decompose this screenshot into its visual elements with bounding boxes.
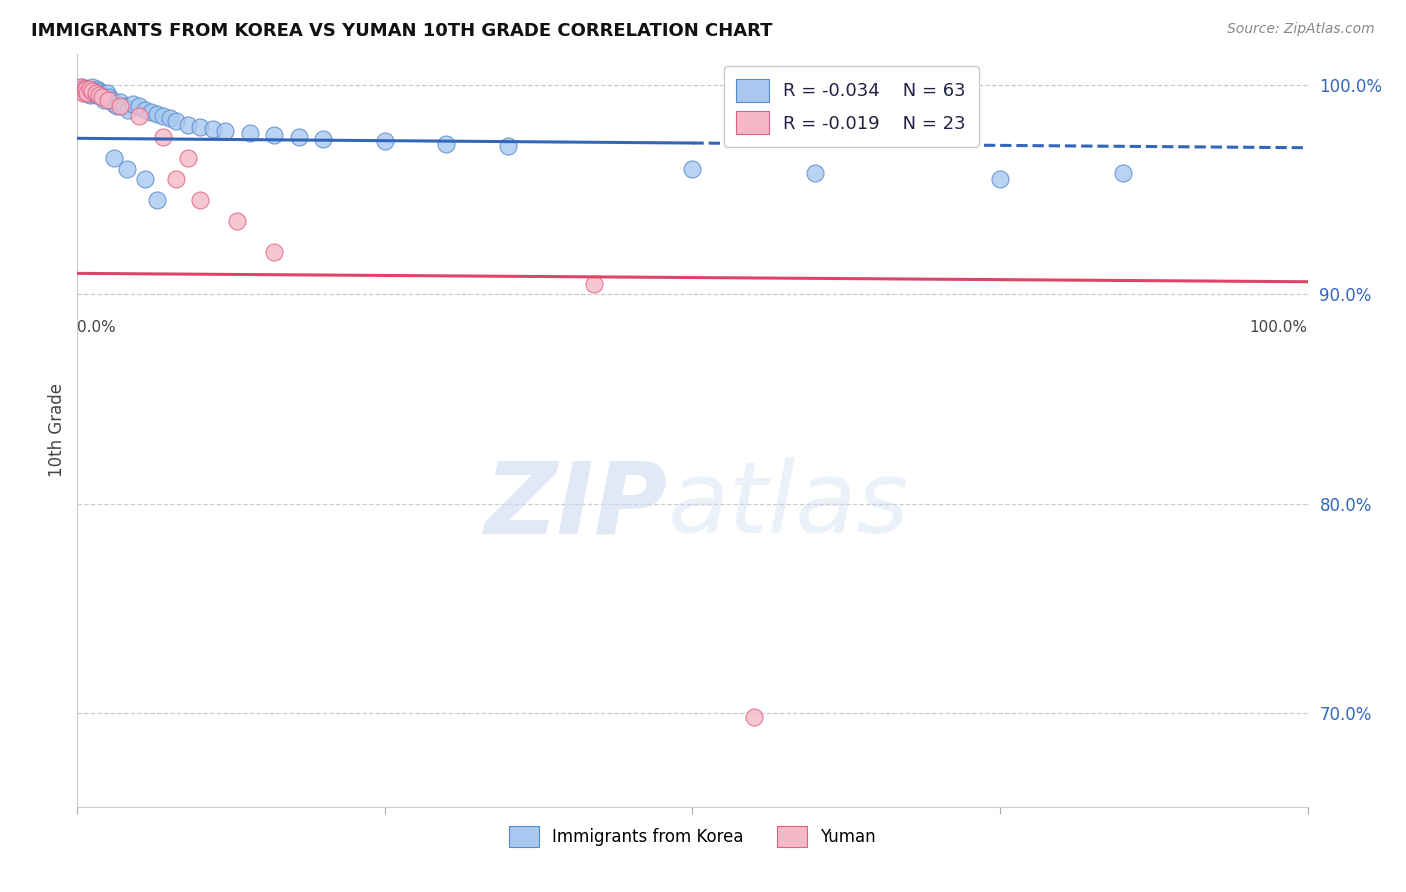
Point [117,103,139,117]
Point [89,88,111,103]
Point [128,109,150,123]
Point [496,138,519,153]
Point [263,245,285,260]
Point [89,87,111,101]
Point [226,214,249,228]
Point [374,135,396,149]
Point [312,132,335,146]
Point [72,84,94,98]
Point [121,96,143,111]
Point [134,103,156,117]
Point [76,87,98,101]
Point [134,172,156,186]
Point [128,99,150,113]
Point [110,95,132,109]
Legend: Immigrants from Korea, Yuman: Immigrants from Korea, Yuman [501,817,884,855]
Point [159,112,181,126]
Point [79,87,101,101]
Point [742,710,765,724]
Point [83,84,105,98]
Point [82,80,104,95]
Point [82,84,104,98]
Point [263,128,285,143]
Point [103,96,125,111]
Point [82,84,104,98]
Point [82,87,104,101]
Point [70,84,93,98]
Point [110,99,132,113]
Point [165,172,187,186]
Point [97,93,120,107]
Point [70,82,93,96]
Point [103,151,125,165]
Point [152,109,174,123]
Point [682,161,704,176]
Point [177,151,200,165]
Point [79,88,101,103]
Point [75,84,97,98]
Point [146,193,169,207]
Point [177,118,200,132]
Point [75,82,97,96]
Point [214,124,236,138]
Point [75,87,97,101]
Point [70,84,93,98]
Point [90,88,112,103]
Text: ZIP: ZIP [485,458,668,554]
Point [105,99,128,113]
Point [1112,166,1135,180]
Point [115,161,138,176]
Point [112,99,135,113]
Point [80,87,103,101]
Point [76,84,98,98]
Text: 0.0%: 0.0% [77,319,117,334]
Point [988,172,1011,186]
Point [190,193,212,207]
Point [76,87,98,101]
Point [70,80,93,95]
Point [90,90,114,104]
Point [98,90,121,104]
Point [70,82,93,96]
Point [84,87,107,101]
Point [69,80,91,95]
Text: atlas: atlas [668,458,910,554]
Point [101,93,124,107]
Point [288,130,311,145]
Point [201,121,224,136]
Point [77,84,100,98]
Text: 100.0%: 100.0% [1250,319,1308,334]
Point [93,93,115,107]
Point [141,105,163,120]
Point [87,84,110,98]
Point [73,82,96,96]
Point [79,82,101,96]
Point [77,82,100,96]
Point [72,87,94,101]
Point [583,277,606,291]
Point [73,87,96,101]
Point [239,126,262,140]
Point [152,130,174,145]
Point [190,120,212,134]
Point [90,90,114,104]
Point [165,113,187,128]
Point [804,166,827,180]
Text: IMMIGRANTS FROM KOREA VS YUMAN 10TH GRADE CORRELATION CHART: IMMIGRANTS FROM KOREA VS YUMAN 10TH GRAD… [31,22,772,40]
Point [146,107,169,121]
Point [436,136,458,151]
Text: Source: ZipAtlas.com: Source: ZipAtlas.com [1227,22,1375,37]
Point [72,82,94,96]
Point [96,87,118,101]
Point [73,84,96,98]
Y-axis label: 10th Grade: 10th Grade [48,384,66,477]
Point [86,82,108,96]
Point [80,84,103,98]
Point [84,88,107,103]
